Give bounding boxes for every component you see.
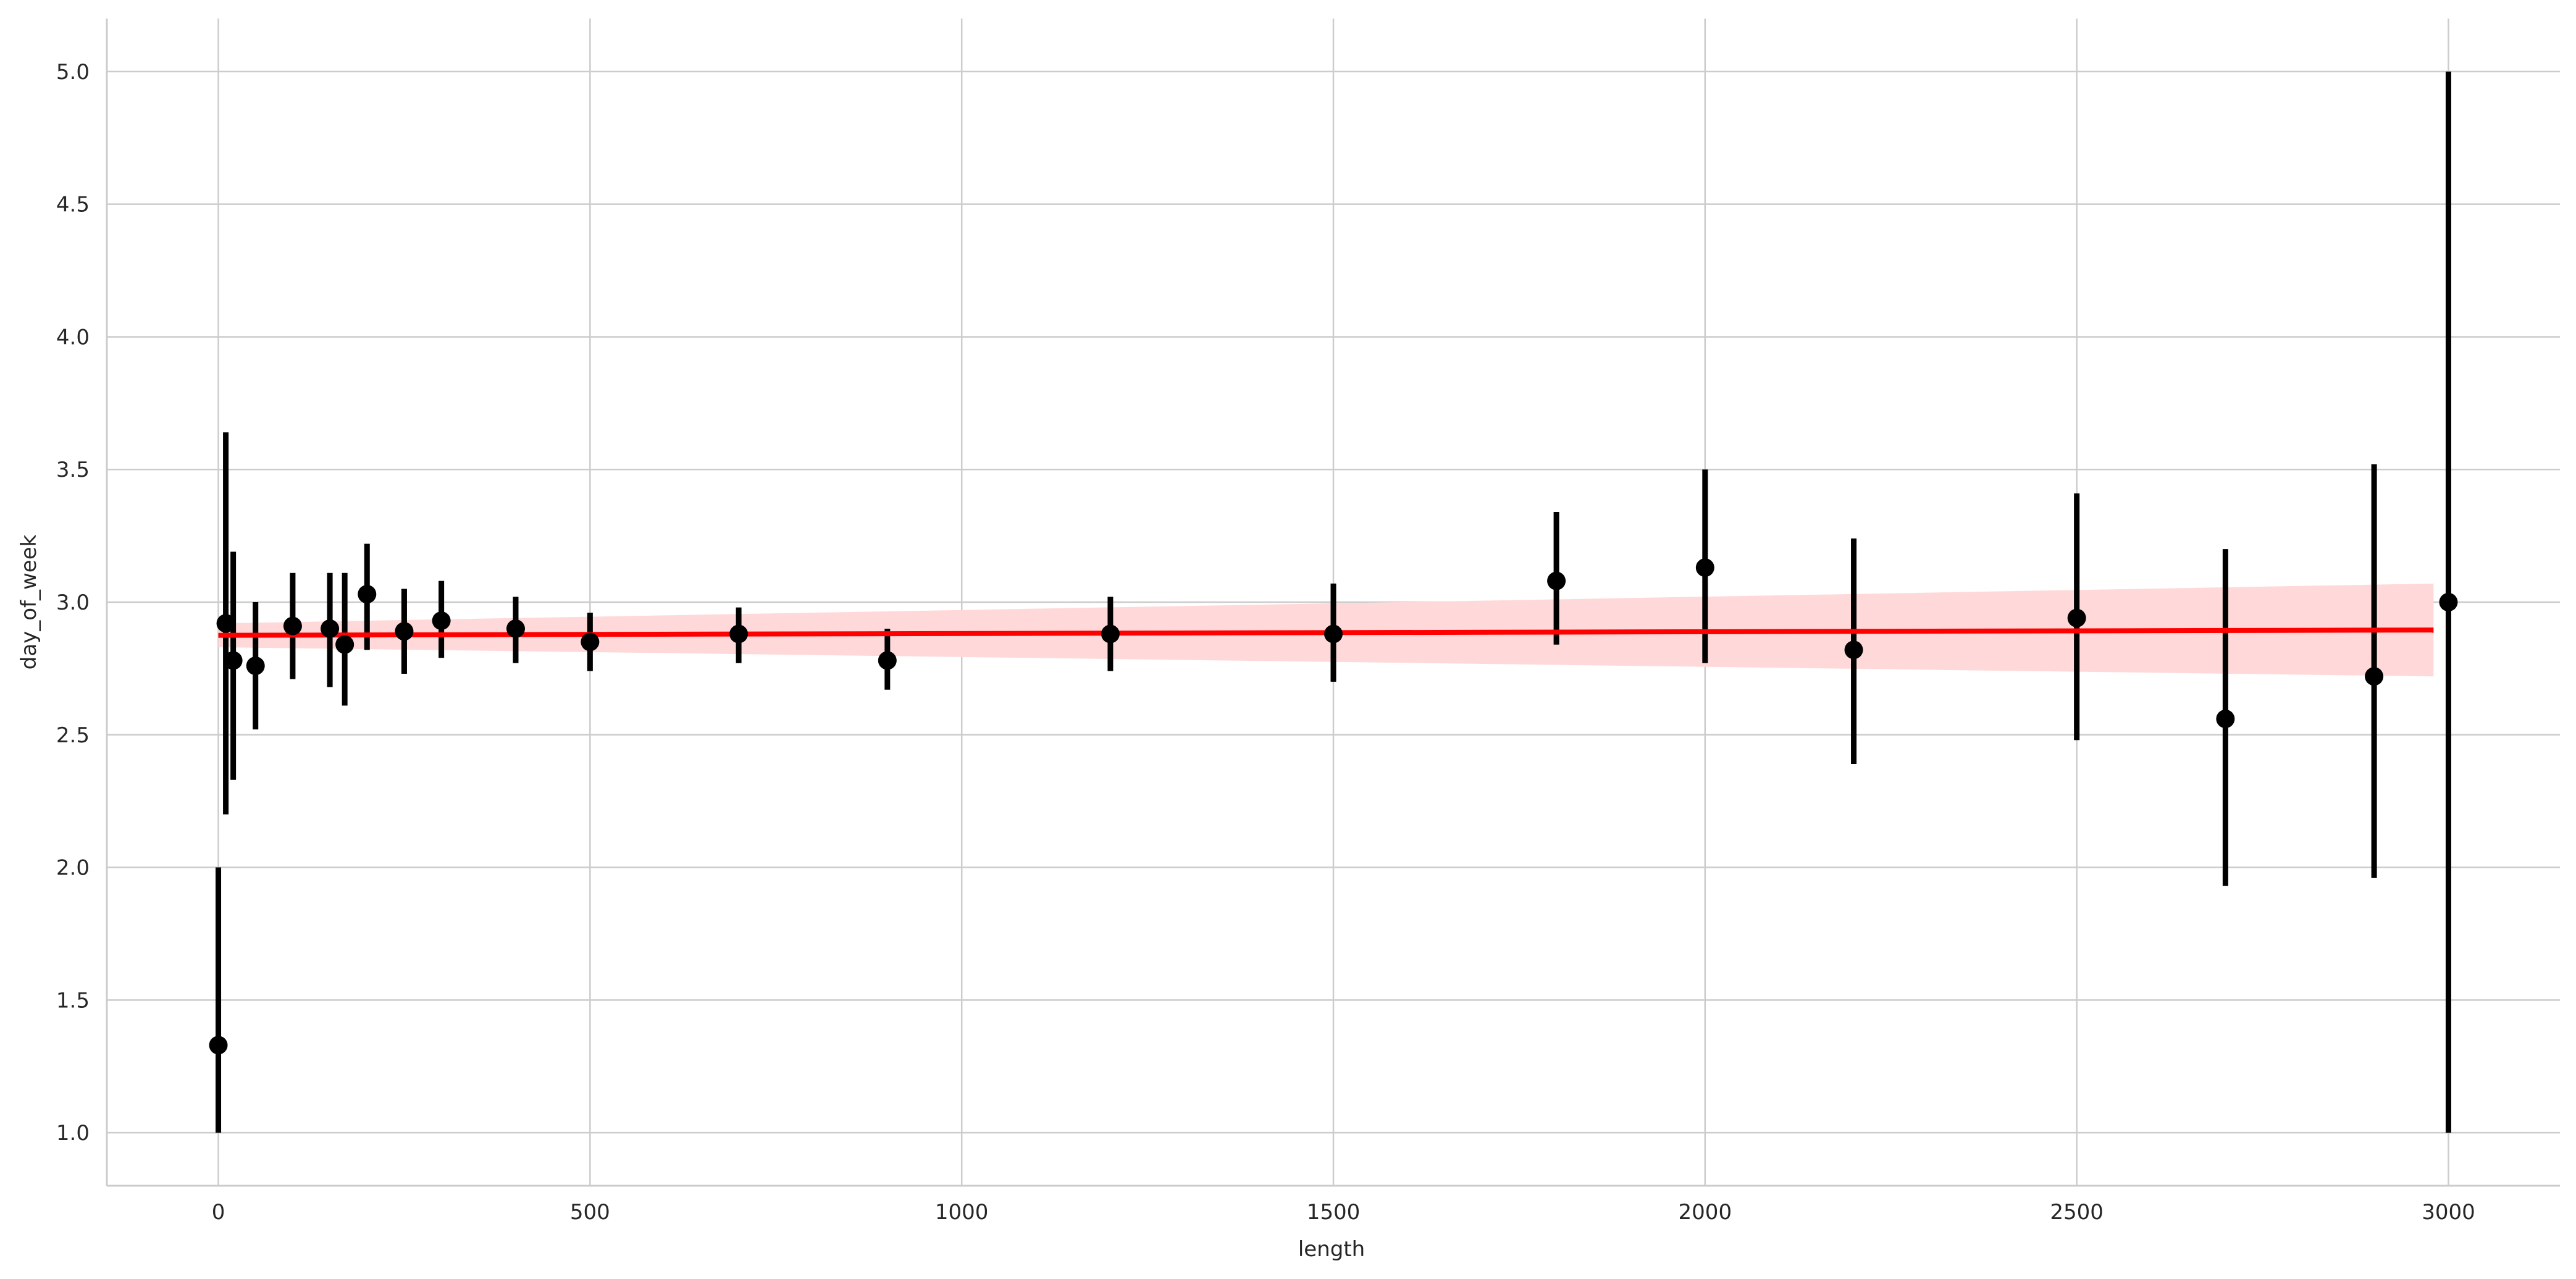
data-point [1547,571,1566,590]
x-tick-label: 0 [212,1200,225,1225]
y-tick-label: 1.0 [56,1121,90,1146]
y-tick-label: 2.0 [56,856,90,881]
x-tick-label: 1500 [1307,1200,1361,1225]
data-point [1101,624,1120,644]
y-tick-label: 1.5 [56,988,90,1013]
y-tick-label: 4.5 [56,193,90,217]
y-tick-label: 5.0 [56,60,90,85]
data-point [395,622,414,641]
data-point [878,651,897,670]
data-point [729,624,749,644]
data-point [2216,710,2235,728]
data-point [216,614,235,633]
y-tick-label: 4.0 [56,325,90,350]
data-points [209,558,2458,1055]
data-point [224,651,243,670]
y-tick-label: 2.5 [56,723,90,748]
data-point [209,1036,228,1055]
data-point [506,619,525,638]
data-point [335,635,355,654]
data-point [2439,593,2458,611]
tick-labels: 0 500 1000 1500 2000 2500 3000 1.0 1.5 2.0 2.5 3.0 3… [56,60,2475,1225]
data-point [246,656,265,676]
x-axis-label: length [1298,1237,1365,1262]
y-axis-label: day_of_week [17,534,41,669]
data-point [2365,667,2384,686]
x-tick-label: 500 [570,1200,610,1225]
data-point [321,619,340,638]
data-point [581,632,600,652]
data-point [432,611,451,631]
x-tick-label: 3000 [2422,1200,2475,1225]
y-tick-label: 3.5 [56,458,90,482]
x-tick-label: 2500 [2050,1200,2104,1225]
data-point [358,585,377,604]
data-point [1844,640,1863,660]
data-point [1324,624,1343,644]
x-tick-label: 2000 [1679,1200,1732,1225]
data-point [283,616,302,635]
y-tick-label: 3.0 [56,590,90,615]
data-point [1695,558,1714,577]
data-point [2067,608,2086,627]
axes [106,19,2560,1187]
x-tick-label: 1000 [935,1200,989,1225]
